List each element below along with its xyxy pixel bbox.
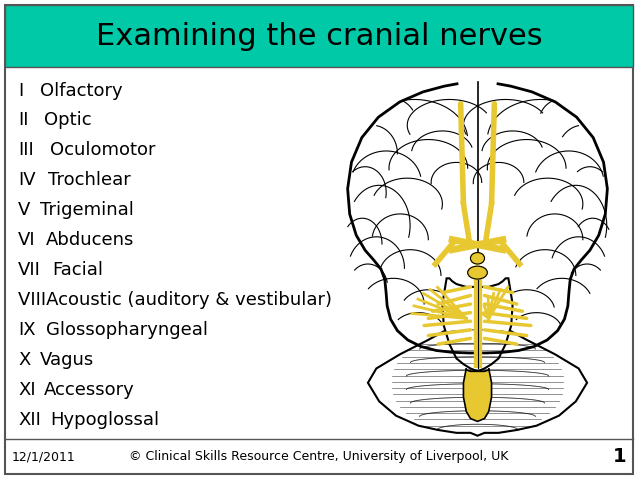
Text: VI: VI	[18, 231, 36, 249]
Text: IX: IX	[18, 321, 36, 339]
Text: VIIIAcoustic (auditory & vestibular): VIIIAcoustic (auditory & vestibular)	[18, 291, 332, 309]
Text: Vagus: Vagus	[40, 351, 94, 369]
Bar	[5, 5, 633, 67]
Text: 1: 1	[612, 447, 626, 466]
Text: Trochlear: Trochlear	[48, 171, 131, 189]
Text: Trigeminal: Trigeminal	[40, 201, 134, 219]
Polygon shape	[368, 330, 587, 436]
Text: XI: XI	[18, 381, 36, 399]
Text: Facial: Facial	[52, 261, 103, 279]
Text: XII: XII	[18, 411, 41, 429]
Text: VII: VII	[18, 261, 41, 279]
Text: I: I	[18, 81, 23, 100]
Text: Optic: Optic	[44, 112, 92, 129]
Text: Abducens: Abducens	[46, 231, 135, 249]
Text: II: II	[18, 112, 29, 129]
Text: © Clinical Skills Resource Centre, University of Liverpool, UK: © Clinical Skills Resource Centre, Unive…	[130, 450, 508, 463]
Text: IV: IV	[18, 171, 36, 189]
Text: V: V	[18, 201, 31, 219]
Ellipse shape	[468, 266, 487, 279]
Text: III: III	[18, 141, 34, 160]
Text: 12/1/2011: 12/1/2011	[12, 450, 76, 463]
Polygon shape	[348, 84, 607, 353]
Text: Examining the cranial nerves: Examining the cranial nerves	[96, 22, 542, 50]
Ellipse shape	[470, 252, 484, 264]
Text: Accessory: Accessory	[44, 381, 135, 399]
Text: Oculomotor: Oculomotor	[50, 141, 156, 160]
Text: X: X	[18, 351, 31, 369]
Polygon shape	[442, 278, 512, 371]
Text: Olfactory: Olfactory	[40, 81, 122, 100]
Text: Glossopharyngeal: Glossopharyngeal	[46, 321, 208, 339]
Text: Hypoglossal: Hypoglossal	[50, 411, 159, 429]
Polygon shape	[463, 368, 491, 422]
